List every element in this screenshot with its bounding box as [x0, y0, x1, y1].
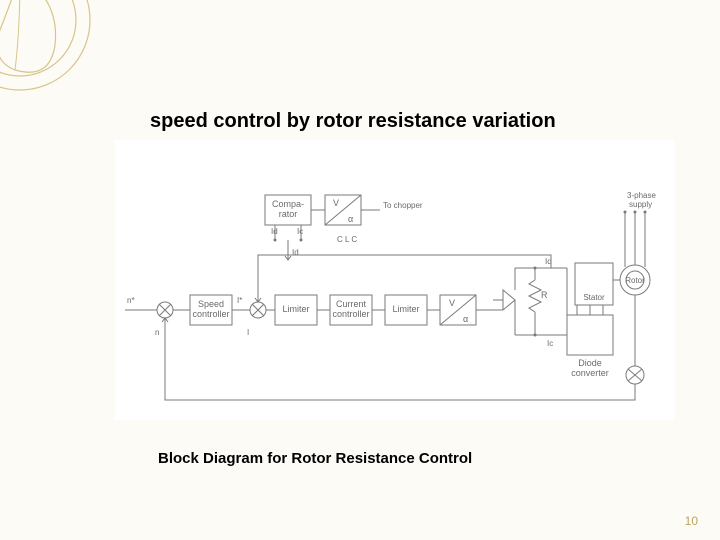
svg-text:Current: Current — [336, 299, 367, 309]
summer-1 — [157, 302, 173, 318]
diagram-caption: Block Diagram for Rotor Resistance Contr… — [158, 450, 472, 467]
svg-text:Compa-: Compa- — [272, 199, 304, 209]
svg-text:V: V — [449, 298, 455, 308]
v-alpha-top-block: V α — [325, 195, 361, 225]
svg-text:rator: rator — [279, 209, 298, 219]
svg-text:Speed: Speed — [198, 299, 224, 309]
svg-text:α: α — [348, 214, 353, 224]
svg-text:Limiter: Limiter — [282, 304, 309, 314]
i-ref-label: I* — [237, 296, 242, 305]
stator-block: Stator — [575, 263, 613, 305]
i-fb-label: I — [247, 328, 249, 337]
n-fb-label: n — [155, 328, 159, 337]
svg-text:R: R — [541, 290, 548, 300]
svg-text:Id: Id — [292, 248, 299, 257]
svg-text:α: α — [463, 314, 468, 324]
diode-converter-block: Diode converter — [567, 300, 613, 378]
limiter-2-block: Limiter — [385, 295, 427, 325]
svg-text:Id: Id — [271, 227, 278, 236]
svg-text:converter: converter — [571, 368, 609, 378]
v-alpha-main-block: V α — [440, 295, 476, 325]
comparator-block: Compa- rator Id Ic — [265, 195, 311, 236]
svg-text:Rotor: Rotor — [625, 276, 645, 285]
svg-text:Ic: Ic — [547, 339, 553, 348]
n-ref-label: n* — [127, 296, 135, 305]
speed-controller-block: Speed controller — [190, 295, 232, 325]
svg-text:Stator: Stator — [583, 293, 605, 302]
summer-2 — [250, 302, 266, 318]
svg-text:Diode: Diode — [578, 358, 602, 368]
resistor-icon: R — [529, 268, 548, 335]
clc-label: C L C — [337, 235, 357, 244]
corner-decoration — [0, 0, 120, 120]
motor-icon: Rotor — [613, 265, 650, 295]
block-diagram: Speed controller Limiter Current control… — [115, 140, 675, 420]
svg-text:controller: controller — [192, 309, 229, 319]
svg-text:V: V — [333, 198, 339, 208]
tacho-icon — [626, 295, 644, 384]
supply-lines: 3-phase supply — [624, 191, 657, 267]
svg-text:supply: supply — [629, 200, 652, 209]
svg-text:Limiter: Limiter — [392, 304, 419, 314]
to-chopper-label: To chopper — [383, 201, 423, 210]
svg-text:Ic: Ic — [297, 227, 303, 236]
page-title: speed control by rotor resistance variat… — [150, 110, 556, 133]
limiter-1-block: Limiter — [275, 295, 317, 325]
svg-text:controller: controller — [332, 309, 369, 319]
current-controller-block: Current controller — [330, 295, 372, 325]
page-number: 10 — [685, 514, 698, 528]
switch-icon — [493, 290, 515, 310]
svg-text:3-phase: 3-phase — [627, 191, 656, 200]
